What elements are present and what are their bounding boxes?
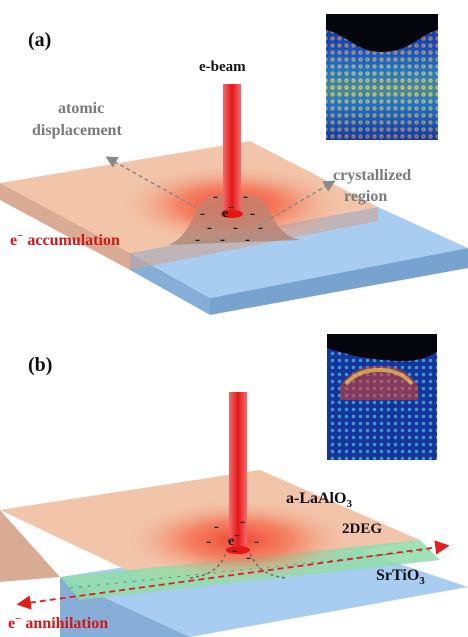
charge-mark: -	[240, 514, 245, 530]
crystallized-label-line1: crystallized	[333, 167, 411, 184]
srtio3-label: SrTiO3	[376, 567, 425, 587]
e-beam-spot-b	[226, 546, 250, 554]
charge-mark: -	[246, 550, 251, 566]
charge-mark: -	[206, 534, 211, 550]
electron-symbol-b: e−	[228, 531, 240, 549]
displacement-label-line2: displacement	[32, 122, 122, 139]
e-beam-spot-a	[221, 210, 243, 218]
charge-mark: -	[250, 206, 255, 222]
srtio3-slab-a	[130, 207, 468, 315]
panel-label-a: (a)	[28, 29, 51, 51]
crystallized-bump-a	[168, 194, 300, 245]
panel-b: - - - - - - e− (b) a-LaAlO3 2DEG SrTiO3 …	[0, 334, 468, 637]
crystallized-arrow	[257, 180, 336, 227]
charge-mark: -	[233, 220, 238, 236]
annihilation-label: e− annihilation	[8, 613, 108, 632]
charge-mark: -	[245, 232, 250, 248]
e-beam-label: e-beam	[199, 59, 246, 75]
charge-mark: -	[200, 206, 205, 222]
laalo3-label: a-LaAlO3	[286, 490, 352, 510]
stem-image-b	[327, 334, 437, 460]
twodeg-label: 2DEG	[342, 521, 382, 537]
charge-mark: -	[207, 220, 212, 236]
panel-label-b: (b)	[28, 354, 52, 376]
e-beam-a	[223, 84, 241, 214]
charge-mark: -	[232, 543, 237, 559]
displacement-arrow	[105, 156, 198, 209]
charge-mark: -	[213, 189, 218, 205]
charge-mark: -	[220, 232, 225, 248]
charge-mark: -	[195, 232, 200, 248]
stem-image-a	[326, 14, 438, 140]
displacement-label-line1: atomic	[58, 100, 104, 117]
e-beam-b	[229, 392, 247, 550]
panel-a: - - - - - - - - - - e− (a) e-beam atomic…	[0, 14, 468, 315]
charge-mark: -	[214, 519, 219, 535]
transport-arrow	[16, 540, 450, 610]
charge-mark: -	[258, 220, 263, 236]
charge-mark: -	[243, 189, 248, 205]
electron-symbol-a: e−	[222, 203, 234, 221]
charge-mark: -	[254, 534, 259, 550]
crystallized-label-line2: region	[344, 188, 387, 205]
accumulation-label: e− accumulation	[10, 230, 120, 249]
